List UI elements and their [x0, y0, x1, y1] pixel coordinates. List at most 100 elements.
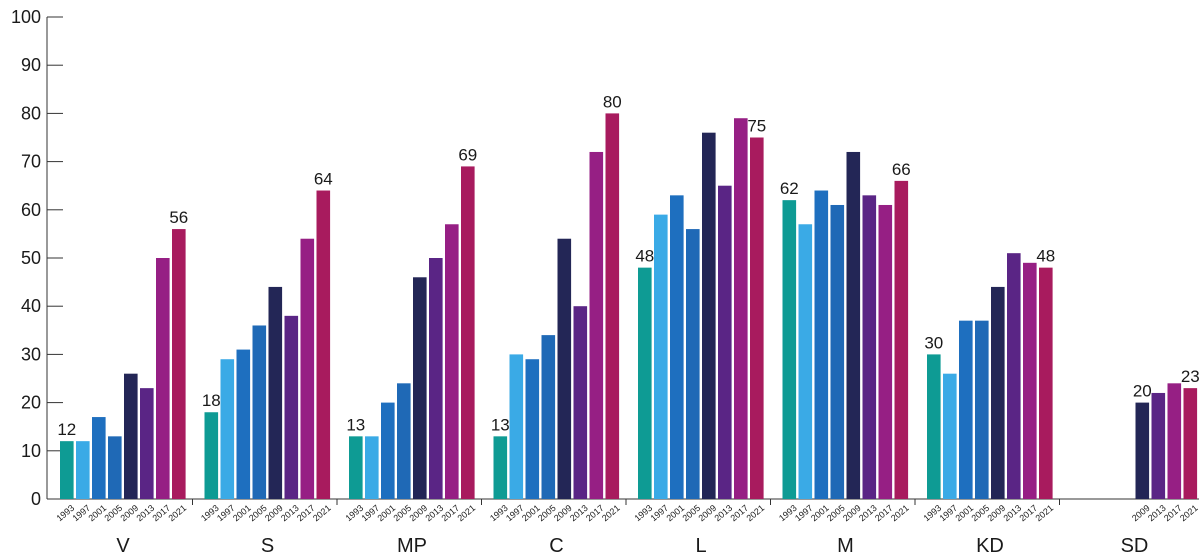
bar-m-2009 [846, 151, 861, 499]
bar-kd-2005 [975, 320, 989, 499]
bar-s-1993 [204, 412, 219, 499]
bar-m-1993 [782, 200, 797, 499]
bar-kd-1993 [927, 354, 941, 499]
y-tick-label: 90 [21, 55, 41, 75]
bar-kd-2001 [959, 320, 973, 499]
bar-v-2013 [140, 388, 154, 499]
group-label-l: L [695, 535, 706, 555]
value-label-m-1993: 62 [780, 179, 799, 198]
y-tick-label: 30 [21, 344, 41, 364]
bar-s-1997 [220, 359, 235, 499]
year-label: 2021 [600, 503, 622, 524]
year-label: 2021 [1033, 503, 1055, 524]
value-label-c-1993: 13 [491, 415, 510, 434]
bar-mp-2017 [445, 224, 459, 499]
value-label-l-1993: 48 [635, 247, 654, 266]
bar-m-2017 [878, 204, 893, 500]
bar-l-1997 [654, 214, 668, 499]
bar-m-2013 [862, 195, 877, 499]
year-label: 2021 [1178, 503, 1200, 524]
bar-sd-2013 [1151, 392, 1166, 499]
value-label-c-2021: 80 [603, 92, 622, 111]
value-labels: 12 56 18 64 13 69 13 80 48 75 62 66 30 48 20 23 [57, 92, 1199, 439]
bar-mp-2009 [413, 277, 427, 499]
bar-m-2021 [894, 180, 909, 499]
y-tick-label: 80 [21, 103, 41, 123]
bar-mp-2021 [461, 166, 475, 500]
bar-sd-2021 [1183, 388, 1198, 499]
bar-m-1997 [798, 224, 813, 499]
bar-v-2017 [156, 258, 170, 499]
bar-kd-2013 [1007, 253, 1021, 499]
value-label-kd-1993: 30 [924, 333, 943, 352]
value-label-kd-2021: 48 [1036, 247, 1055, 266]
x-axis [47, 498, 1199, 505]
bar-mp-2001 [381, 402, 395, 499]
bar-v-1993 [60, 441, 74, 499]
bar-kd-1997 [943, 373, 957, 499]
bar-s-2013 [284, 315, 299, 499]
value-label-l-2021: 75 [747, 117, 766, 136]
bar-v-2009 [124, 373, 138, 499]
y-tick-label: 40 [21, 296, 41, 316]
bar-kd-2017 [1023, 262, 1037, 499]
y-axis: 0 10 20 30 40 50 60 70 80 90 100 [11, 7, 63, 509]
group-label-m: M [837, 535, 854, 555]
bar-c-2001 [525, 359, 540, 499]
bar-l-2013 [718, 185, 732, 499]
bar-c-2021 [605, 113, 620, 500]
bar-s-2021 [316, 190, 331, 499]
value-label-mp-2021: 69 [458, 145, 477, 164]
bar-s-2009 [268, 286, 283, 499]
value-label-mp-1993: 13 [346, 415, 365, 434]
group-label-s: S [261, 535, 274, 555]
group-labels: V S MP C L M KD SD [116, 535, 1148, 555]
bar-c-2009 [557, 238, 572, 499]
value-label-m-2021: 66 [892, 160, 911, 179]
value-label-v-1993: 12 [57, 420, 76, 439]
year-label: 2021 [166, 503, 188, 524]
value-label-sd-2009: 20 [1133, 382, 1152, 401]
year-label: 2021 [455, 503, 477, 524]
bar-v-2021 [172, 229, 186, 499]
bar-c-2017 [589, 151, 604, 499]
bar-l-2021 [750, 137, 764, 499]
bars [60, 113, 1198, 500]
bar-sd-2009 [1135, 402, 1150, 499]
group-label-kd: KD [976, 535, 1004, 555]
y-tick-label: 50 [21, 248, 41, 268]
bar-c-2013 [573, 306, 588, 499]
bar-s-2001 [236, 349, 251, 499]
bar-m-2005 [830, 204, 845, 500]
group-label-v: V [116, 535, 130, 555]
bar-v-1997 [76, 441, 90, 499]
value-label-sd-2021: 23 [1181, 367, 1200, 386]
bar-kd-2009 [991, 286, 1005, 499]
bar-mp-1993 [349, 436, 363, 499]
y-tick-label: 100 [11, 7, 41, 27]
value-label-s-1993: 18 [202, 391, 221, 410]
group-label-sd: SD [1121, 535, 1149, 555]
bar-l-1993 [638, 267, 652, 499]
bar-mp-2013 [429, 258, 443, 499]
bar-l-2009 [702, 132, 716, 499]
bar-c-2005 [541, 335, 556, 499]
bar-mp-1997 [365, 436, 379, 499]
value-label-v-2021: 56 [169, 208, 188, 227]
year-label: 2021 [311, 503, 333, 524]
bar-sd-2017 [1167, 383, 1182, 499]
bar-v-2001 [92, 417, 106, 499]
bar-mp-2005 [397, 383, 411, 499]
bar-c-1997 [509, 354, 524, 499]
year-label: 2021 [744, 503, 766, 524]
bar-l-2005 [686, 229, 700, 499]
year-label: 2021 [889, 503, 911, 524]
bar-l-2001 [670, 195, 684, 499]
group-label-mp: MP [397, 535, 427, 555]
y-tick-label: 20 [21, 393, 41, 413]
bar-v-2005 [108, 436, 122, 499]
y-tick-label: 60 [21, 200, 41, 220]
bar-c-1993 [493, 436, 508, 499]
